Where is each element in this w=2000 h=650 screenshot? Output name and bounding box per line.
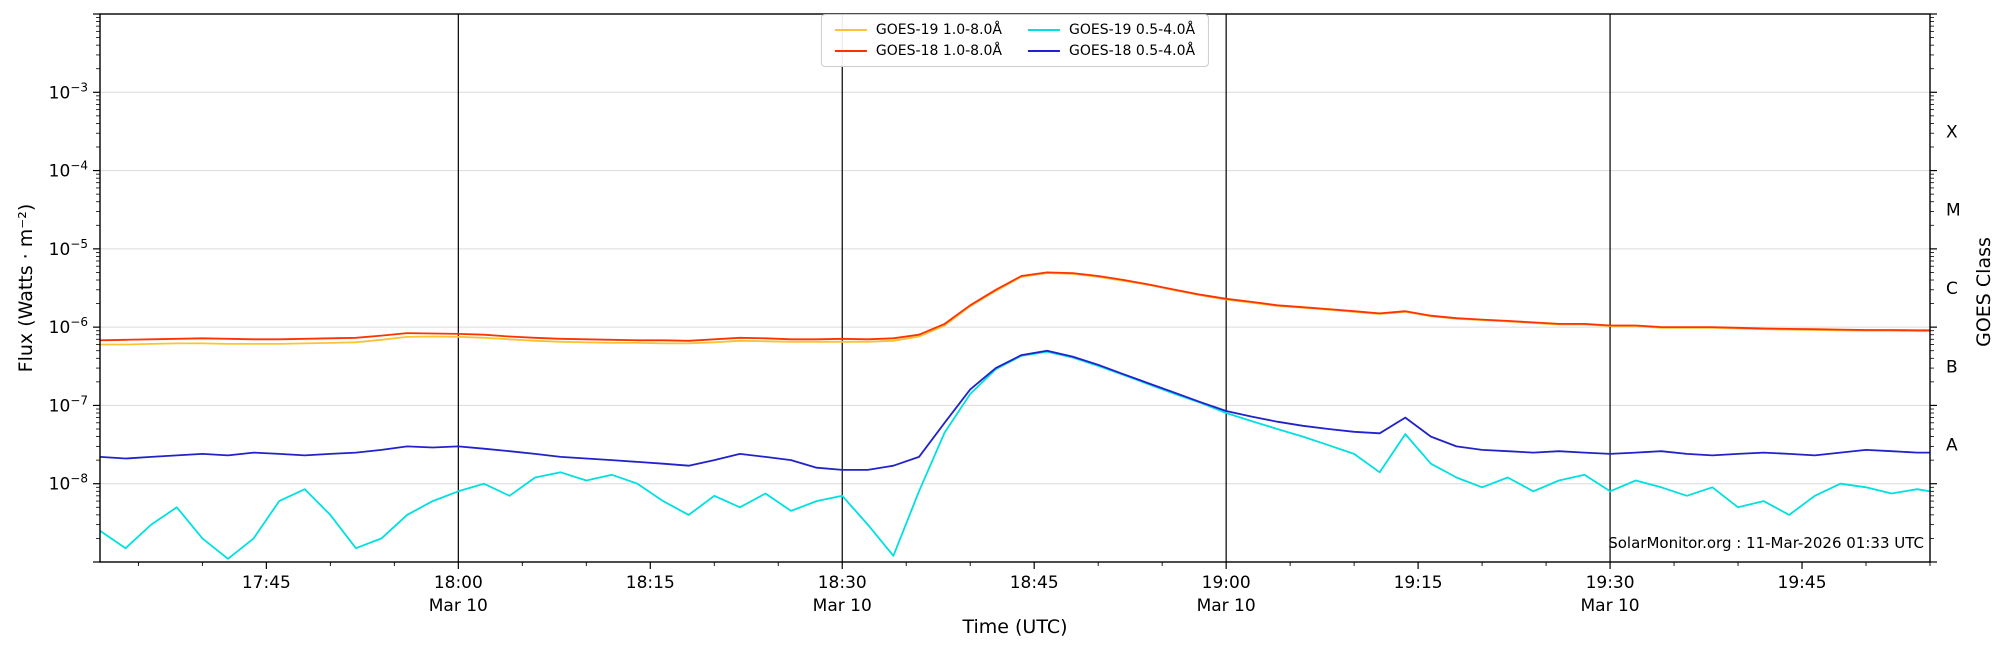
goes-class-letter: B — [1946, 357, 1958, 377]
x-tick-label: 19:30 — [1586, 573, 1635, 593]
legend-entry-goes19-short: GOES-19 0.5-4.0Å — [1028, 22, 1195, 38]
goes-class-letter: M — [1946, 201, 1961, 221]
x-tick-label: 18:00 — [434, 573, 483, 593]
legend-entry-goes19-long: GOES-19 1.0-8.0Å — [834, 22, 1002, 38]
legend-line-swatch — [1028, 50, 1060, 52]
series-line-goes18-long — [100, 271, 1930, 342]
legend-entry-goes18-long: GOES-18 1.0-8.0Å — [834, 43, 1002, 59]
x-tick-date-label: Mar 10 — [429, 596, 488, 616]
y-tick-label: 10−3 — [49, 80, 88, 103]
series-group — [100, 271, 1930, 560]
legend-line-swatch — [834, 29, 867, 31]
x-tick-date-label: Mar 10 — [1197, 596, 1256, 616]
goes-class-letter: C — [1946, 279, 1958, 299]
legend: GOES-19 1.0-8.0Å GOES-18 1.0-8.0Å GOES-1… — [820, 14, 1210, 67]
series-line-goes19-long — [100, 272, 1930, 346]
legend-label: GOES-19 0.5-4.0Å — [1069, 22, 1196, 38]
y-tick-label: 10−4 — [49, 159, 88, 182]
x-tick-label: 17:45 — [242, 573, 291, 593]
x-tick-date-label: Mar 10 — [1581, 596, 1640, 616]
legend-label: GOES-18 0.5-4.0Å — [1069, 43, 1196, 59]
legend-line-swatch — [1028, 29, 1060, 31]
y-tick-label: 10−7 — [49, 393, 88, 416]
series-line-goes19-short — [100, 350, 1930, 560]
goes-class-letter: A — [1946, 436, 1958, 456]
x-tick-label: 18:30 — [818, 573, 867, 593]
y-axis-title: Flux (Watts · m⁻²) — [15, 203, 37, 373]
x-tick-date-label: Mar 10 — [813, 596, 872, 616]
legend-label: GOES-19 1.0-8.0Å — [875, 22, 1002, 38]
x-tick-label: 18:45 — [1010, 573, 1059, 593]
watermark-text: SolarMonitor.org : 11-Mar-2026 01:33 UTC — [1608, 534, 1924, 552]
x-tick-label: 18:15 — [626, 573, 675, 593]
y-tick-label: 10−6 — [49, 315, 88, 338]
series-line-goes18-short — [100, 349, 1930, 471]
goes-class-letter: X — [1946, 122, 1958, 142]
legend-line-swatch — [834, 50, 867, 52]
y-tick-label: 10−8 — [49, 472, 88, 495]
x-tick-label: 19:15 — [1394, 573, 1443, 593]
y-tick-label: 10−5 — [49, 237, 88, 260]
right-axis-title: GOES Class — [1973, 237, 1995, 347]
legend-entry-goes18-short: GOES-18 0.5-4.0Å — [1028, 43, 1195, 59]
x-tick-label: 19:00 — [1202, 573, 1251, 593]
x-tick-label: 19:45 — [1778, 573, 1827, 593]
x-axis-title: Time (UTC) — [962, 616, 1068, 638]
plot-frame — [99, 13, 1931, 563]
legend-label: GOES-18 1.0-8.0Å — [875, 43, 1002, 59]
